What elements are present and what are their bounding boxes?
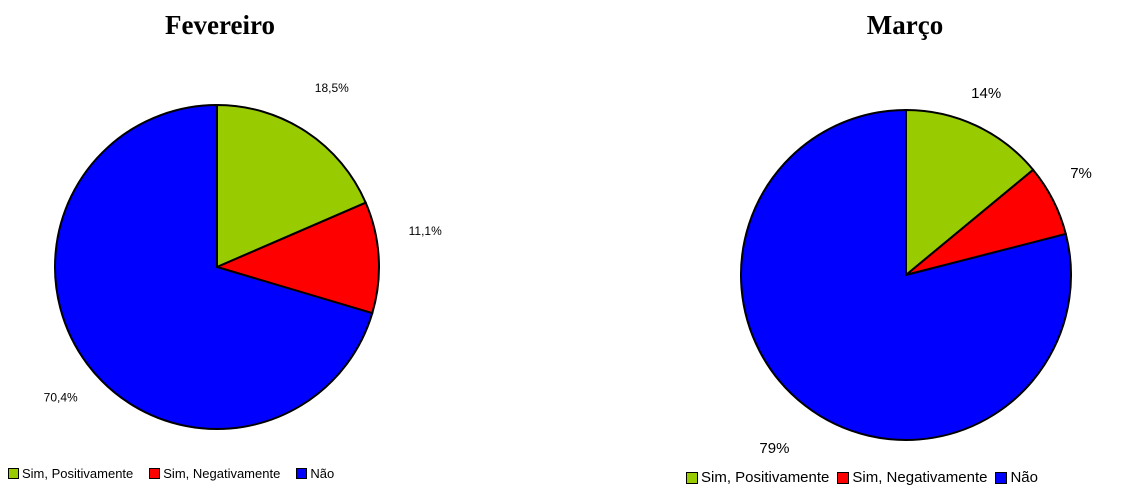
pie-svg: 14% 7% 79% xyxy=(740,85,1092,457)
legend-swatch xyxy=(296,468,308,479)
legend-item-nao: Não xyxy=(995,469,1038,486)
legend: Sim, Positivamente Sim, Negativamente Nã… xyxy=(8,466,350,481)
legend-item-sim-positivamente: Sim, Positivamente xyxy=(8,466,133,481)
legend-item-sim-negativamente: Sim, Negativamente xyxy=(837,469,987,486)
legend-label: Sim, Negativamente xyxy=(852,469,988,486)
pie-chart-marco: Março 14% 7% 79% Sim, Positivamente Sim, N… xyxy=(680,0,1130,486)
pie-slice xyxy=(214,201,380,315)
legend: Sim, Positivamente Sim, Negativamente Nã… xyxy=(686,469,1046,486)
pie-slice xyxy=(905,108,1035,278)
legend-label: Não xyxy=(1010,469,1038,486)
data-label: 79% xyxy=(759,440,789,457)
legend-swatch xyxy=(149,468,161,479)
data-label: 7% xyxy=(1070,165,1092,182)
pie-slice xyxy=(740,108,1072,441)
legend-item-sim-positivamente: Sim, Positivamente xyxy=(686,469,829,486)
legend-item-sim-negativamente: Sim, Negativamente xyxy=(149,466,280,481)
legend-item-nao: Não xyxy=(296,466,334,481)
legend-swatch xyxy=(686,471,698,484)
legend-label: Não xyxy=(310,466,335,481)
pie-svg: 18,5% 11,1% 70,4% xyxy=(44,81,442,430)
chart-title: Março xyxy=(866,10,944,40)
data-label: 70,4% xyxy=(44,391,78,405)
legend-swatch xyxy=(837,471,850,484)
pie-slice xyxy=(216,103,367,269)
pie-slice xyxy=(54,103,374,430)
legend-label: Sim, Positivamente xyxy=(701,469,830,486)
legend-label: Sim, Positivamente xyxy=(22,466,134,481)
legend-swatch xyxy=(8,468,19,479)
legend-swatch xyxy=(995,471,1008,484)
data-label: 11,1% xyxy=(409,224,442,238)
pie-chart-fevereiro: Fevereiro 18,5% 11,1% 70,4% Sim, Positivam… xyxy=(0,0,442,486)
chart-title: Fevereiro xyxy=(165,10,275,40)
data-label: 14% xyxy=(971,85,1001,102)
legend-label: Sim, Negativamente xyxy=(163,466,281,481)
data-label: 18,5% xyxy=(315,81,349,95)
